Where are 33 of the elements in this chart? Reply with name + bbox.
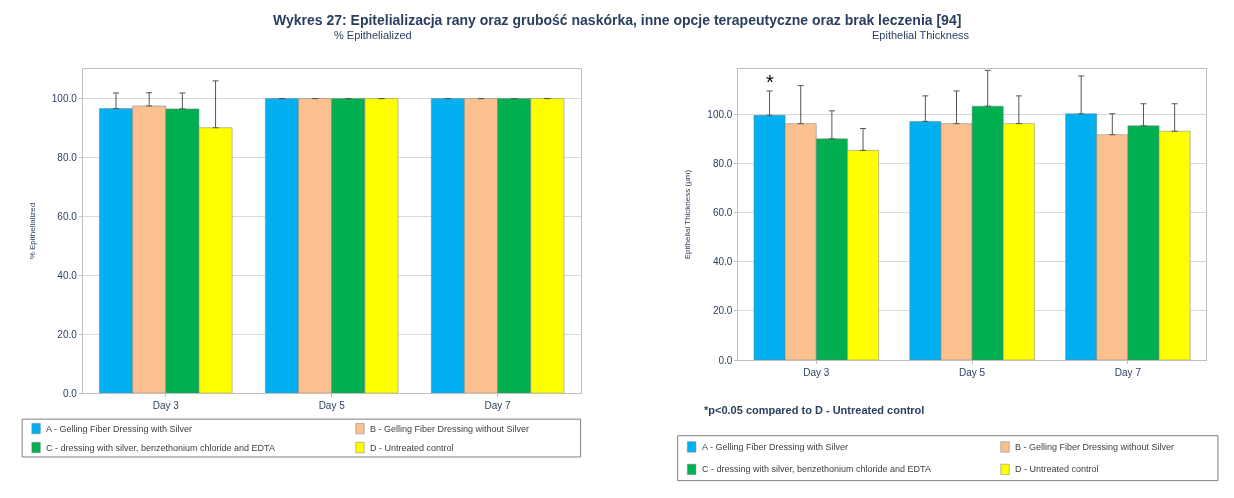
legend-label: C - dressing with silver, benzethonium chloride and EDTA (702, 464, 931, 474)
x-tick-label: Day 7 (1114, 367, 1142, 379)
annotation: * (766, 71, 774, 93)
y-tick-label: 0.0 (62, 387, 78, 399)
y-tick-label: 100.0 (51, 93, 78, 105)
x-tick-label: Day 5 (959, 367, 986, 379)
y-tick-label: 60.0 (712, 207, 733, 219)
y-tick-label: 0.0 (718, 354, 733, 366)
y-tick-label: 40.0 (712, 256, 733, 268)
y-axis-title: Epithelial Thickness (µm) (683, 169, 693, 260)
x-tick-label: Day 3 (803, 367, 830, 379)
x-tick-label: Day 3 (152, 400, 180, 412)
legend-label: B - Gelling Fiber Dressing without Silver (1015, 442, 1175, 452)
y-tick-label: 80.0 (712, 158, 733, 170)
legend-label: D - Untreated control (370, 443, 454, 453)
y-tick-label: 20.0 (712, 305, 733, 317)
legend-label: C - dressing with silver, benzethonium chloride and EDTA (46, 443, 275, 453)
text: Wykres 27: Epitelializacja rany oraz grubość naskórka, inne opcje terapeutyczne oraz brak leczenia [94] (273, 12, 962, 28)
x-tick-label: Day 5 (318, 400, 346, 412)
x-tick-label: Day 7 (484, 400, 512, 412)
y-tick-label: 80.0 (57, 151, 78, 163)
y-tick-label: 100.0 (707, 109, 733, 121)
legend-label: A - Gelling Fiber Dressing with Silver (46, 424, 193, 434)
y-tick-label: 60.0 (57, 210, 78, 222)
legend-label: A - Gelling Fiber Dressing with Silver (702, 442, 849, 452)
y-tick-label: 40.0 (57, 269, 78, 281)
y-axis-title: % Epithelialized (27, 202, 37, 260)
legend-label: B - Gelling Fiber Dressing without Silver (370, 424, 530, 434)
y-tick-label: 20.0 (57, 328, 78, 340)
legend-label: D - Untreated control (1015, 464, 1099, 474)
chart-title: Epithelial Thickness (872, 29, 970, 41)
chart-title: % Epithelialized (334, 29, 412, 41)
text: *p<0.05 compared to D - Untreated control (704, 404, 925, 416)
